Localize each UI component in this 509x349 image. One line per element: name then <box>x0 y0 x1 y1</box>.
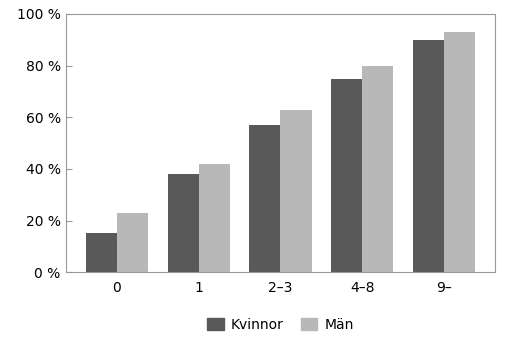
Bar <box>117 213 148 272</box>
Bar <box>412 40 443 272</box>
Bar <box>330 79 361 272</box>
Bar <box>199 164 230 272</box>
Bar <box>249 125 280 272</box>
Bar <box>280 110 311 272</box>
Legend: Kvinnor, Män: Kvinnor, Män <box>202 312 358 337</box>
Bar <box>361 66 392 272</box>
Bar <box>443 32 474 272</box>
Bar <box>86 233 117 272</box>
Bar <box>167 174 199 272</box>
